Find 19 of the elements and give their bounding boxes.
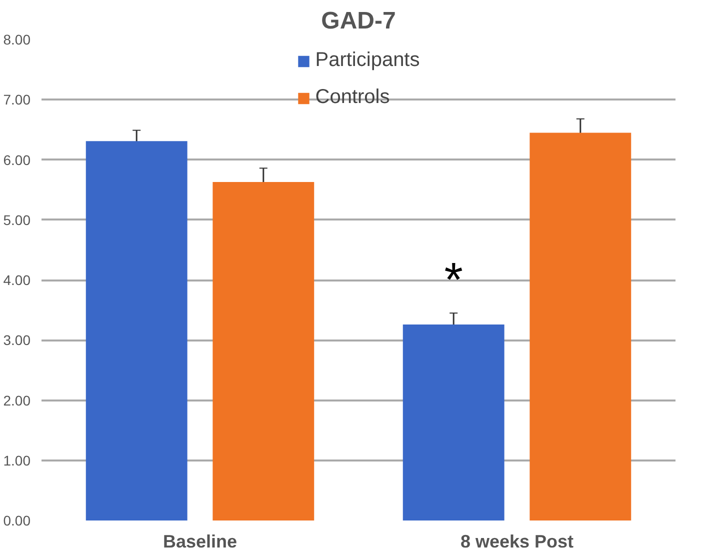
- y-tick-label: 0.00: [3, 512, 31, 528]
- y-tick-label: 8.00: [3, 32, 31, 48]
- y-tick-label: 7.00: [3, 92, 31, 108]
- y-tick-label: 1.00: [3, 452, 31, 468]
- bar: [402, 324, 504, 520]
- legend-label: Participants: [315, 49, 420, 72]
- y-tick-label: 6.00: [3, 152, 31, 168]
- x-tick-label: Baseline: [162, 532, 238, 552]
- y-tick-label: 3.00: [3, 332, 31, 348]
- x-tick-label: 8 weeks Post: [460, 532, 574, 552]
- annotation: *: [444, 254, 463, 308]
- y-tick-label: 5.00: [3, 212, 31, 228]
- y-tick-label: 4.00: [3, 272, 31, 288]
- y-tick-label: 2.00: [3, 392, 31, 408]
- bar: [212, 182, 314, 520]
- bar: [530, 132, 632, 520]
- legend-label: Controls: [315, 86, 390, 109]
- bar: [86, 141, 188, 520]
- chart-title: GAD-7: [321, 8, 396, 34]
